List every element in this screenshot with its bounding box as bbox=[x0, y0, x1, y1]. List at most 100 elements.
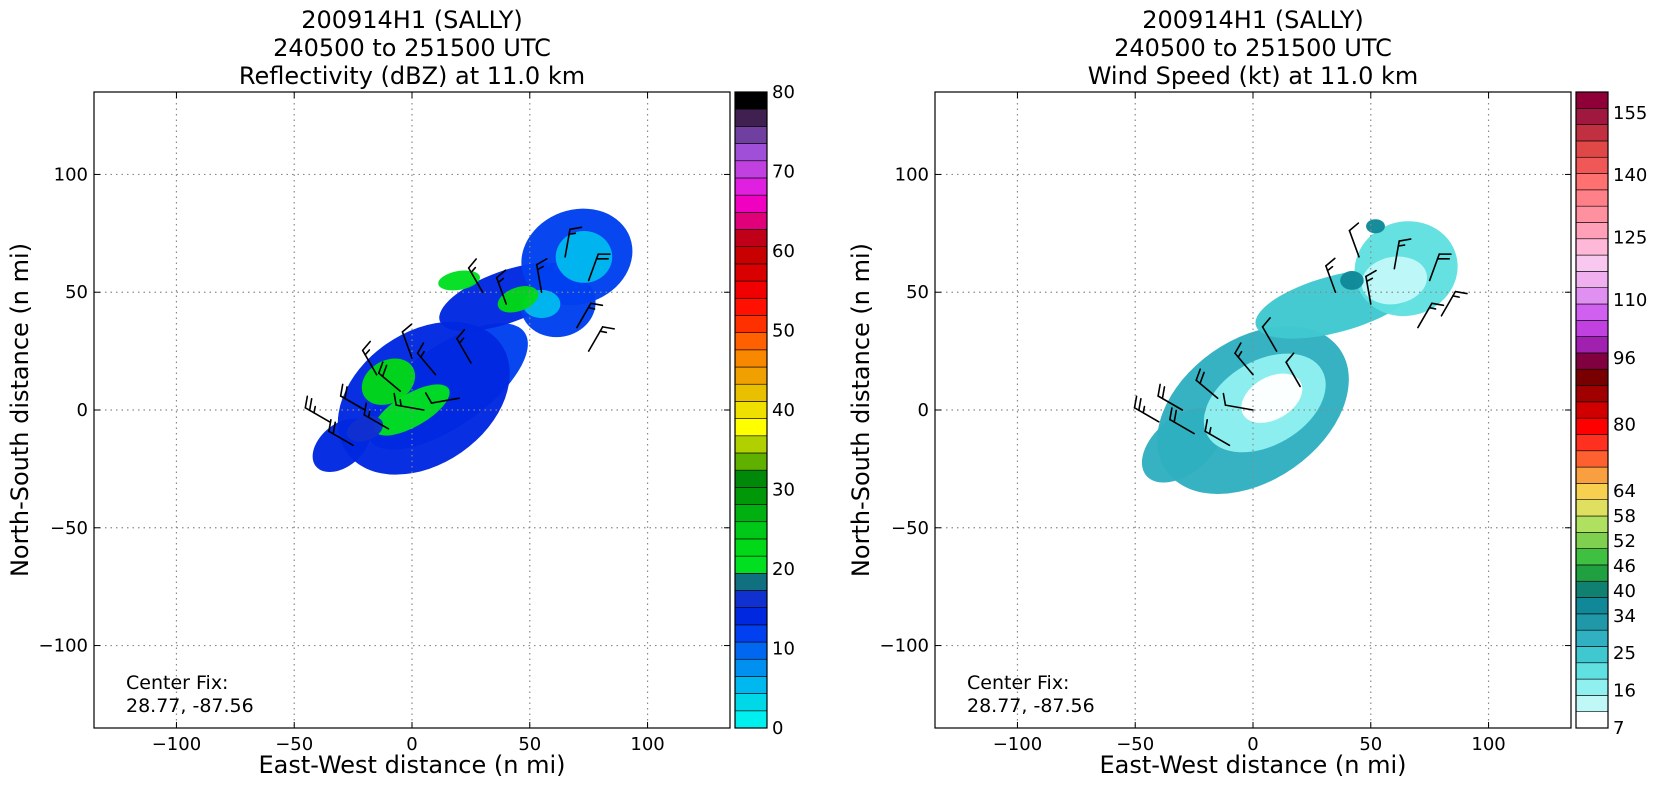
wind-speed-colorbar: 7 16 25 34 40 46 52 58 64 80 96 110 125 140 155 bbox=[1575, 91, 1647, 739]
colorbar-tick-label: 140 bbox=[1613, 165, 1647, 186]
x-tick-label: −100 bbox=[152, 734, 201, 755]
y-tick-label: 50 bbox=[65, 282, 88, 303]
colorbar-tick-label: 52 bbox=[1613, 531, 1636, 552]
colorbar-tick-label: 16 bbox=[1613, 681, 1636, 702]
colorbar-segment bbox=[1575, 466, 1609, 484]
colorbar-segment bbox=[734, 177, 768, 196]
colorbar-segment bbox=[1575, 108, 1609, 125]
colorbar-segment bbox=[734, 91, 768, 110]
colorbar-segment bbox=[734, 315, 768, 333]
colorbar-segment bbox=[1575, 580, 1609, 598]
field-cell bbox=[1340, 271, 1364, 290]
wind-barbs bbox=[304, 226, 615, 447]
colorbar-tick-label: 20 bbox=[772, 559, 795, 580]
colorbar-segment bbox=[1575, 368, 1609, 386]
wind-barb bbox=[339, 383, 366, 411]
colorbar-tick-label: 10 bbox=[772, 639, 795, 660]
colorbar-tick-label: 40 bbox=[772, 400, 795, 421]
colorbar-segment bbox=[734, 332, 768, 351]
colorbar-segment bbox=[1575, 711, 1609, 729]
colorbar-tick-label: 80 bbox=[772, 82, 795, 103]
wind-speed-panel: 200914H1 (SALLY) 240500 to 251500 UTC Wi… bbox=[847, 6, 1647, 779]
wind-barb bbox=[363, 402, 390, 430]
colorbar-tick-label: 25 bbox=[1613, 643, 1636, 664]
center-fix-value: 28.77, -87.56 bbox=[126, 695, 254, 717]
wind-barb bbox=[1325, 257, 1337, 294]
colorbar-segment bbox=[734, 452, 768, 471]
colorbar-segment bbox=[1575, 205, 1609, 223]
colorbar-tick-label: 7 bbox=[1613, 718, 1624, 739]
colorbar-segment bbox=[1575, 401, 1609, 419]
colorbar-segment bbox=[1575, 613, 1609, 631]
colorbar-segment bbox=[1575, 173, 1609, 191]
title-line-3: Wind Speed (kt) at 11.0 km bbox=[1088, 62, 1419, 90]
colorbar-segment bbox=[1575, 124, 1609, 142]
wind-barb bbox=[535, 257, 548, 294]
wind-barb bbox=[1234, 342, 1254, 376]
colorbar-segment bbox=[734, 521, 768, 540]
colorbar-tick-label: 155 bbox=[1613, 103, 1647, 124]
colorbar-tick-label: 60 bbox=[772, 241, 795, 262]
x-tick-label: 50 bbox=[518, 734, 541, 755]
colorbar-tick-label: 46 bbox=[1613, 556, 1636, 577]
colorbar-segment bbox=[734, 504, 768, 523]
colorbar-tick-label: 58 bbox=[1613, 506, 1636, 527]
colorbar-segment bbox=[1575, 515, 1609, 533]
colorbar-segment bbox=[1575, 140, 1609, 158]
x-tick-label: 50 bbox=[1359, 734, 1382, 755]
colorbar-tick-label: 30 bbox=[772, 480, 795, 501]
wind-barb bbox=[576, 302, 604, 329]
colorbar-tick-label: 50 bbox=[772, 321, 795, 342]
x-tick-label: 0 bbox=[406, 734, 417, 755]
wind-barb bbox=[1169, 407, 1195, 435]
x-tick-label: 100 bbox=[1471, 734, 1505, 755]
wind-barbs bbox=[1133, 222, 1468, 447]
colorbar-segment bbox=[734, 469, 768, 488]
colorbar-segment bbox=[734, 126, 768, 144]
colorbar-segment bbox=[1575, 548, 1609, 566]
wind-barb bbox=[587, 253, 611, 282]
y-tick-label: −100 bbox=[39, 636, 88, 657]
x-tick-label: −50 bbox=[1116, 734, 1154, 755]
wind-barb bbox=[1204, 419, 1231, 447]
colorbar-segment bbox=[734, 487, 768, 505]
colorbar-segment bbox=[1575, 629, 1609, 647]
x-tick-label: −50 bbox=[275, 734, 313, 755]
colorbar-segment bbox=[1575, 450, 1609, 468]
colorbar-segment bbox=[734, 641, 768, 660]
colorbar-segment bbox=[1575, 417, 1609, 435]
wind-barb bbox=[1133, 395, 1160, 423]
x-tick-label: 0 bbox=[1247, 734, 1258, 755]
wind-barb bbox=[1261, 317, 1278, 352]
y-axis-label: North-South distance (n mi) bbox=[847, 243, 875, 577]
wind-barb bbox=[1365, 269, 1377, 305]
colorbar-segment bbox=[734, 538, 768, 557]
y-tick-label: 0 bbox=[77, 400, 88, 421]
y-tick-label: 100 bbox=[54, 164, 88, 185]
colorbar-segment bbox=[1575, 189, 1609, 207]
axis-ticks: −100 −50 0 50 100 −100 −50 0 50 100 bbox=[39, 92, 730, 755]
field-cell bbox=[555, 230, 613, 283]
center-fix-label: Center Fix: bbox=[967, 672, 1069, 694]
center-fix-value: 28.77, -87.56 bbox=[967, 695, 1095, 717]
colorbar-segment bbox=[734, 280, 768, 299]
grid-lines bbox=[935, 92, 1571, 728]
y-tick-label: −50 bbox=[50, 518, 88, 539]
colorbar-tick-label: 96 bbox=[1613, 348, 1636, 369]
colorbar-segment bbox=[1575, 156, 1609, 174]
colorbar-segment bbox=[734, 435, 768, 454]
wind-barb bbox=[1440, 290, 1468, 317]
wind-barb bbox=[304, 395, 331, 423]
axis-ticks: −100 −50 0 50 100 −100 −50 0 50 100 bbox=[880, 92, 1571, 755]
colorbar-segment bbox=[734, 710, 768, 729]
colorbar-segment bbox=[1575, 222, 1609, 240]
title-line-3: Reflectivity (dBZ) at 11.0 km bbox=[239, 62, 585, 90]
colorbar-tick-label: 34 bbox=[1613, 606, 1636, 627]
colorbar-segment bbox=[1575, 320, 1609, 337]
colorbar-segment bbox=[1575, 385, 1609, 403]
colorbar-segment bbox=[734, 676, 768, 694]
colorbar-segment bbox=[1575, 287, 1609, 305]
y-tick-label: −100 bbox=[880, 636, 929, 657]
title-line-1: 200914H1 (SALLY) bbox=[301, 6, 523, 34]
